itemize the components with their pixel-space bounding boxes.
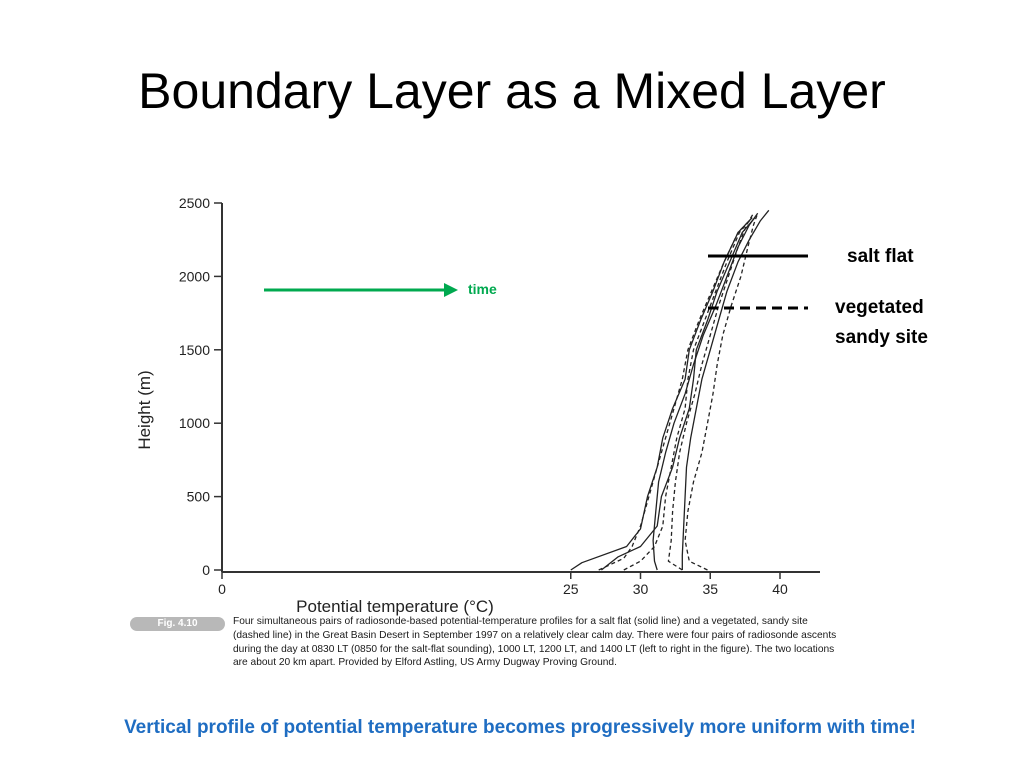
- bottom-note: Vertical profile of potential temperatur…: [124, 717, 916, 738]
- y-tick-label: 2500: [179, 195, 210, 211]
- y-tick-label: 500: [187, 489, 211, 505]
- x-tick-label: 25: [563, 581, 579, 597]
- time-label: time: [468, 281, 497, 297]
- profile-line-salt-flat-2: [600, 217, 756, 571]
- legend-swatches: [708, 254, 808, 310]
- y-tick-label: 1000: [179, 415, 210, 431]
- profile-line-vegetated-3: [623, 217, 753, 571]
- x-axis-label: Potential temperature (°C): [296, 597, 494, 616]
- legend-salt-flat: salt flat: [847, 246, 914, 267]
- potential-temperature-chart: 0 500 1000 1500 2000 2500 0 25 30 35 40 Height (m)…: [135, 195, 820, 616]
- x-tick-label: 40: [772, 581, 788, 597]
- figure-tag: Fig. 4.10: [130, 617, 225, 631]
- profile-line-vegetated-1: [598, 217, 753, 571]
- figure-caption: Four simultaneous pairs of radiosonde-ba…: [233, 616, 837, 669]
- legend-vegetated: vegetated: [835, 297, 924, 318]
- x-tick-label: 0: [218, 581, 226, 597]
- slide-title: Boundary Layer as a Mixed Layer: [138, 63, 886, 119]
- legend-sandy-site: sandy site: [835, 327, 928, 348]
- profile-line-salt-flat-6: [681, 209, 770, 570]
- y-tick-label: 0: [202, 562, 210, 578]
- y-axis-label: Height (m): [135, 370, 154, 449]
- y-tick-label: 1500: [179, 342, 210, 358]
- time-arrow-icon: [264, 283, 458, 297]
- x-tick-label: 30: [633, 581, 649, 597]
- y-tick-label: 2000: [179, 268, 210, 284]
- x-tick-label: 35: [702, 581, 718, 597]
- chart-axes: 0 500 1000 1500 2000 2500 0 25 30 35 40: [179, 195, 820, 597]
